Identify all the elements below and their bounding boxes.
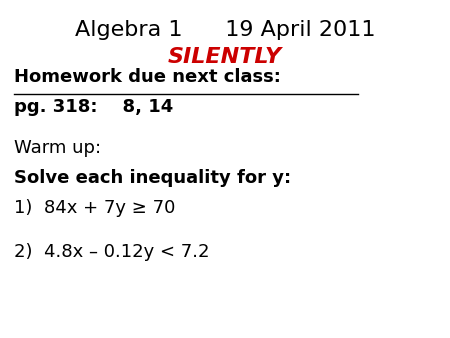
Text: Homework due next class:: Homework due next class: [14,68,280,86]
Text: SILENTLY: SILENTLY [168,47,282,67]
Text: Solve each inequality for y:: Solve each inequality for y: [14,169,291,187]
Text: 2)  4.8x – 0.12y < 7.2: 2) 4.8x – 0.12y < 7.2 [14,243,209,261]
Text: pg. 318:    8, 14: pg. 318: 8, 14 [14,98,173,116]
Text: 1)  84x + 7y ≥ 70: 1) 84x + 7y ≥ 70 [14,199,175,217]
Text: Algebra 1      19 April 2011: Algebra 1 19 April 2011 [75,20,375,40]
Text: Warm up:: Warm up: [14,139,101,156]
